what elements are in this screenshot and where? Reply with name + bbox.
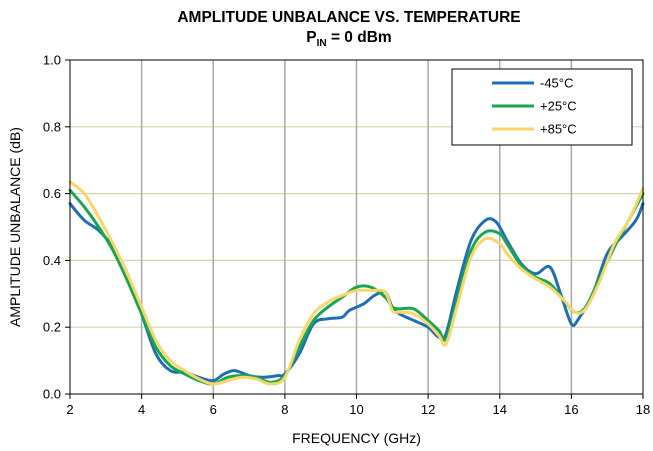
- x-tick-label: 4: [138, 402, 145, 417]
- chart-title: AMPLITUDE UNBALANCE VS. TEMPERATURE: [177, 9, 520, 26]
- legend: -45°C +25°C +85°C: [451, 68, 633, 146]
- y-tick-label: 0.0: [43, 387, 61, 402]
- axis-ticks: 2 4 6 8 10 12 14 16 18 0.0 0.2 0.4 0.6 0.8 1.0: [43, 53, 650, 418]
- x-tick-label: 6: [210, 402, 217, 417]
- legend-box: [451, 68, 633, 146]
- subtitle-subscript: IN: [317, 38, 327, 49]
- series-group: [68, 180, 645, 386]
- y-tick-label: 0.2: [43, 320, 61, 335]
- y-tick-label: 0.8: [43, 119, 61, 134]
- y-tick-label: 1.0: [43, 53, 61, 68]
- x-tick-label: 2: [66, 402, 73, 417]
- y-tick-label: 0.6: [43, 186, 61, 201]
- x-tick-label: 8: [281, 402, 288, 417]
- subtitle-suffix: = 0 dBm: [327, 29, 392, 46]
- y-tick-label: 0.4: [43, 253, 61, 268]
- x-axis-label: FREQUENCY (GHz): [292, 430, 421, 446]
- x-tick-label: 14: [493, 402, 507, 417]
- legend-label: +85°C: [540, 122, 577, 137]
- chart-subtitle: PIN = 0 dBm: [306, 29, 391, 49]
- subtitle-prefix: P: [306, 29, 316, 46]
- x-tick-label: 10: [349, 402, 363, 417]
- y-axis-label: AMPLITUDE UNBALANCE (dB): [7, 127, 23, 327]
- legend-label: +25°C: [540, 99, 577, 114]
- series-line-3: [68, 180, 645, 386]
- x-tick-label: 16: [564, 402, 578, 417]
- x-tick-label: 18: [636, 402, 650, 417]
- legend-label: -45°C: [540, 76, 573, 91]
- x-tick-label: 12: [421, 402, 435, 417]
